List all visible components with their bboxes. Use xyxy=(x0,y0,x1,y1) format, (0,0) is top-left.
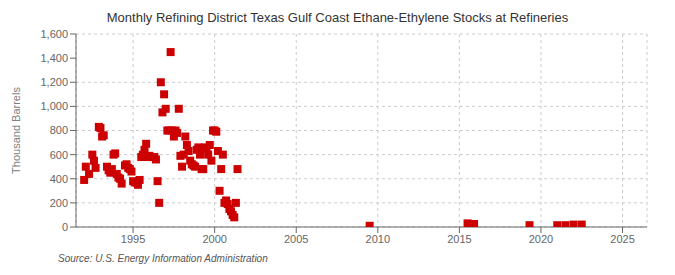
svg-text:400: 400 xyxy=(50,173,68,185)
svg-text:2005: 2005 xyxy=(284,233,308,245)
svg-text:1,200: 1,200 xyxy=(40,76,68,88)
svg-text:0: 0 xyxy=(62,221,68,233)
svg-text:1,400: 1,400 xyxy=(40,52,68,64)
svg-text:200: 200 xyxy=(50,197,68,209)
svg-text:2025: 2025 xyxy=(610,233,634,245)
svg-text:600: 600 xyxy=(50,149,68,161)
svg-text:2020: 2020 xyxy=(529,233,553,245)
svg-text:1995: 1995 xyxy=(121,233,145,245)
svg-text:2015: 2015 xyxy=(447,233,471,245)
svg-text:Thousand Barrels: Thousand Barrels xyxy=(10,87,22,174)
svg-text:1,600: 1,600 xyxy=(40,28,68,40)
svg-text:2000: 2000 xyxy=(202,233,226,245)
svg-text:800: 800 xyxy=(50,124,68,136)
html-text:Source: U.S. Energy Informatio: Source: U.S. Energy Information Administ… xyxy=(58,253,268,264)
html-text:Monthly Refining District Texa: Monthly Refining District Texas Gulf Coa… xyxy=(106,10,569,25)
svg-text:2010: 2010 xyxy=(366,233,390,245)
svg-text:1,000: 1,000 xyxy=(40,100,68,112)
